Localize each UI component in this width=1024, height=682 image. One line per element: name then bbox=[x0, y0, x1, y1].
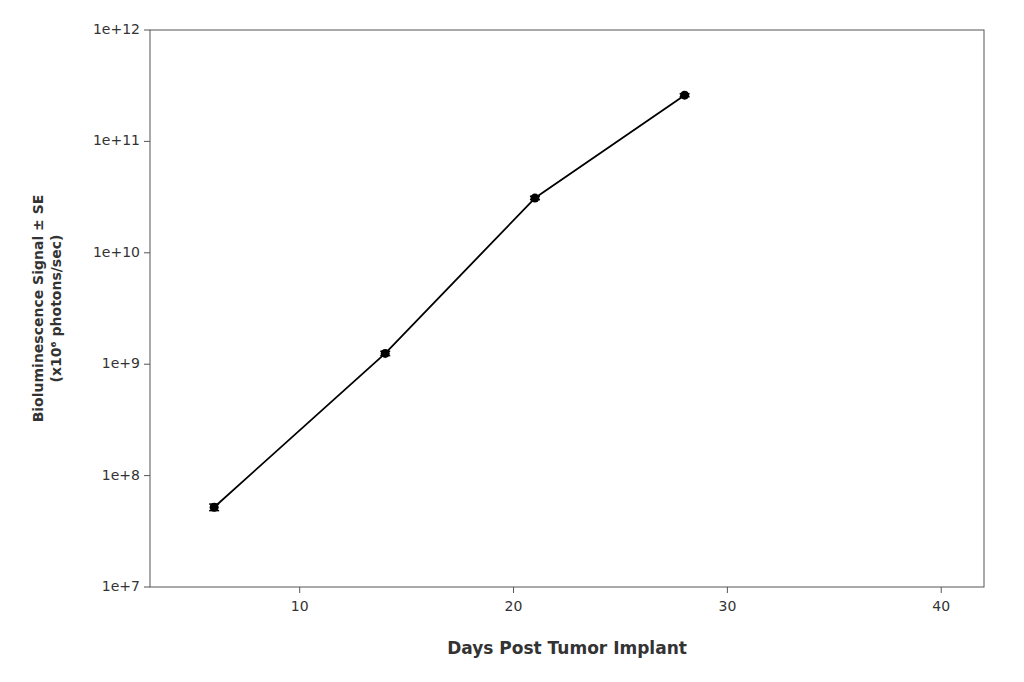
x-tick bbox=[513, 587, 514, 593]
y-tick bbox=[144, 252, 150, 253]
y-tick bbox=[144, 475, 150, 476]
y-tick-label: 1e+7 bbox=[102, 578, 140, 594]
data-point bbox=[381, 349, 390, 358]
y-tick-label: 1e+10 bbox=[93, 244, 140, 260]
y-axis-label-line: (x10⁶ photons/sec) bbox=[48, 235, 64, 383]
x-tick bbox=[727, 587, 728, 593]
x-axis-label: Days Post Tumor Implant bbox=[447, 638, 687, 658]
data-point bbox=[530, 194, 539, 203]
y-axis-label-line: Bioluminescence Signal ± SE bbox=[30, 195, 46, 423]
y-tick-label: 1e+9 bbox=[102, 355, 140, 371]
y-tick bbox=[144, 141, 150, 142]
y-tick bbox=[144, 30, 150, 31]
y-tick bbox=[144, 587, 150, 588]
x-tick-label: 40 bbox=[932, 598, 950, 614]
y-axis-label: Bioluminescence Signal ± SE(x10⁶ photons… bbox=[30, 195, 64, 423]
y-tick-label: 1e+11 bbox=[93, 132, 140, 148]
x-tick bbox=[299, 587, 300, 593]
y-axis: 1e+7 1e+8 1e+9 1e+10 1e+11 1e+12 bbox=[93, 21, 150, 594]
x-tick-label: 10 bbox=[291, 598, 309, 614]
x-axis: 10 20 30 40 bbox=[291, 587, 950, 614]
plot-frame bbox=[150, 30, 984, 587]
data bbox=[209, 91, 689, 512]
data-point bbox=[680, 91, 689, 100]
data-line bbox=[214, 95, 684, 507]
data-point bbox=[210, 503, 219, 512]
y-tick-label: 1e+8 bbox=[102, 467, 140, 483]
y-tick bbox=[144, 364, 150, 365]
chart: 1e+7 1e+8 1e+9 1e+10 1e+11 1e+12 10 20 30 40 Days … bbox=[0, 0, 1024, 682]
x-tick-label: 20 bbox=[505, 598, 523, 614]
x-tick-label: 30 bbox=[718, 598, 736, 614]
x-tick bbox=[941, 587, 942, 593]
y-tick-label: 1e+12 bbox=[93, 21, 140, 37]
